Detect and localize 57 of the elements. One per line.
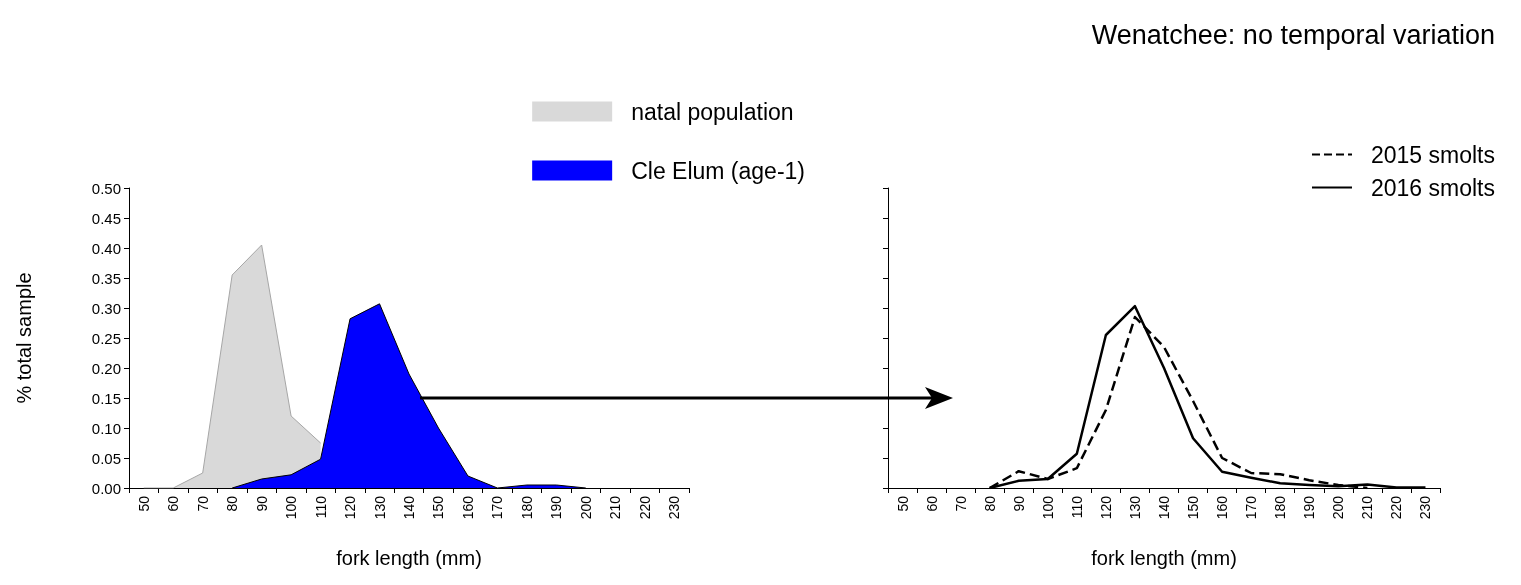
x-tick-label: 230 <box>1417 495 1434 520</box>
x-tick-label: 80 <box>981 495 998 512</box>
y-tick-label: 0.20 <box>91 359 121 377</box>
y-tick-label: 0.10 <box>91 419 121 437</box>
chart-title: Wenatchee: no temporal variation <box>1091 19 1495 50</box>
y-tick-label: 0.40 <box>91 239 121 257</box>
legend-label: Cle Elum (age-1) <box>631 157 806 184</box>
x-tick-label: 220 <box>636 495 653 520</box>
x-tick-label: 140 <box>401 495 417 520</box>
x-tick-label: 140 <box>1156 495 1172 520</box>
y-tick-label: 0.50 <box>91 179 121 197</box>
legend-label: natal population <box>631 98 794 125</box>
x-tick-label: 130 <box>371 495 388 520</box>
x-tick-label: 90 <box>253 495 270 512</box>
x-axis-title: fork length (mm) <box>1091 547 1237 569</box>
x-tick-label: 100 <box>1039 495 1056 520</box>
x-tick-label: 60 <box>923 495 940 512</box>
x-tick-label: 210 <box>1359 495 1376 520</box>
x-tick-label: 80 <box>224 495 241 512</box>
y-tick-label: 0.05 <box>91 449 121 467</box>
y-tick-label: 0.00 <box>91 479 121 497</box>
x-tick-label: 190 <box>1301 495 1318 520</box>
x-tick-label: 180 <box>518 495 535 520</box>
x-tick-label: 210 <box>607 495 624 520</box>
x-tick-label: 200 <box>577 495 594 520</box>
x-tick-label: 70 <box>194 495 211 512</box>
y-tick-label: 0.25 <box>91 329 121 347</box>
x-tick-label: 180 <box>1272 495 1289 520</box>
x-tick-label: 120 <box>1097 495 1114 520</box>
y-tick-label: 0.30 <box>91 299 121 317</box>
x-tick-label: 50 <box>894 495 911 512</box>
x-tick-label: 120 <box>342 495 359 520</box>
x-tick-label: 70 <box>952 495 969 512</box>
y-axis-title: % total sample <box>13 272 35 404</box>
y-tick-label: 0.45 <box>91 209 121 227</box>
x-tick-label: 170 <box>489 495 506 520</box>
x-axis-title: fork length (mm) <box>336 547 482 569</box>
x-tick-label: 230 <box>666 495 683 520</box>
x-tick-label: 100 <box>283 495 300 520</box>
legend-label: 2015 smolts <box>1370 141 1496 168</box>
legend-label: 2016 smolts <box>1370 174 1496 201</box>
x-tick-label: 160 <box>1214 495 1231 520</box>
x-tick-label: 150 <box>1185 495 1202 520</box>
x-tick-label: 60 <box>165 495 182 512</box>
x-tick-label: 160 <box>459 495 476 520</box>
x-tick-label: 130 <box>1126 495 1143 520</box>
x-tick-label: 170 <box>1243 495 1260 520</box>
y-tick-label: 0.15 <box>91 389 121 407</box>
x-tick-label: 220 <box>1388 495 1405 520</box>
x-tick-label: 110 <box>1068 495 1085 519</box>
x-tick-label: 150 <box>430 495 447 520</box>
y-tick-label: 0.35 <box>91 269 121 287</box>
x-tick-label: 190 <box>548 495 565 520</box>
x-tick-label: 50 <box>135 495 152 512</box>
x-tick-label: 90 <box>1010 495 1027 512</box>
x-tick-label: 200 <box>1330 495 1347 520</box>
x-tick-label: 110 <box>312 495 329 519</box>
